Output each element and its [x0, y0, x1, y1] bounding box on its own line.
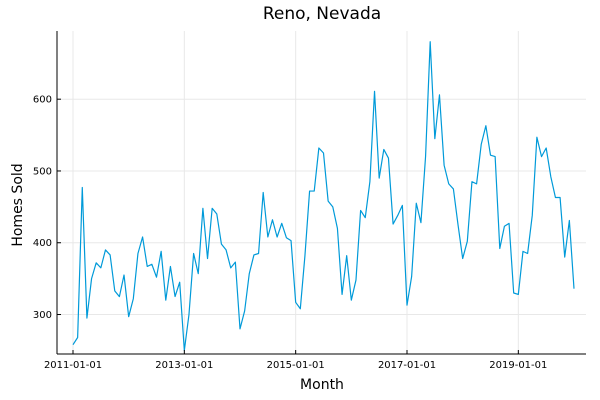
grid	[57, 31, 586, 354]
x-tick-label: 2013-01-01	[155, 360, 213, 371]
y-tick-label: 400	[33, 238, 52, 249]
axes	[56, 31, 586, 355]
tick-labels: 300 400 500 600 2011-01-01 2013-01-01 2015-01-…	[33, 95, 547, 371]
x-tick-label: 2019-01-01	[489, 360, 547, 371]
y-tick-label: 500	[33, 166, 52, 177]
y-axis-label: Homes Sold	[10, 163, 26, 246]
x-axis-label: Month	[300, 377, 344, 393]
x-tick-label: 2017-01-01	[378, 360, 436, 371]
chart-title: Reno, Nevada	[263, 4, 381, 24]
x-tick-label: 2011-01-01	[44, 360, 102, 371]
x-tick-label: 2015-01-01	[267, 360, 325, 371]
series-line-homes-sold	[72, 41, 575, 352]
y-tick-label: 600	[33, 95, 52, 106]
y-tick-label: 300	[33, 310, 52, 321]
